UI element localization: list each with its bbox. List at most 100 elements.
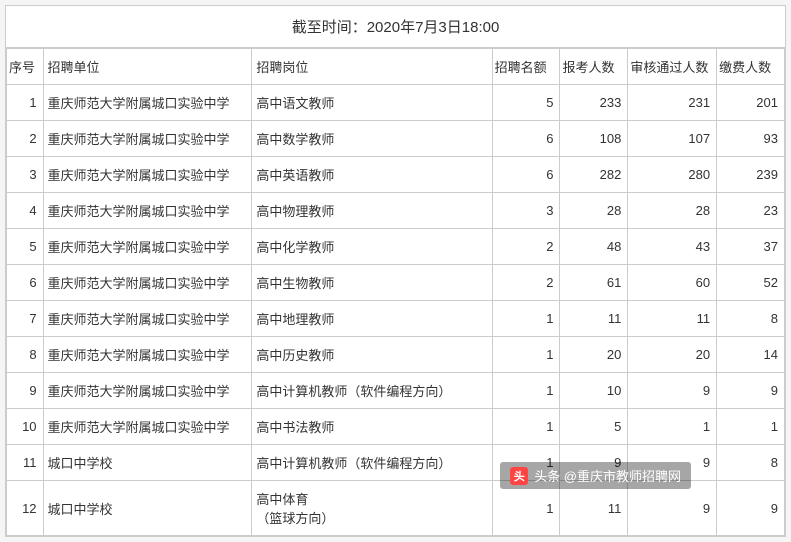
- cell-quota: 1: [492, 301, 560, 337]
- cell-unit: 重庆师范大学附属城口实验中学: [43, 193, 252, 229]
- cell-seq: 10: [7, 409, 44, 445]
- cell-position: 高中历史教师: [252, 337, 492, 373]
- cell-approved: 28: [628, 193, 717, 229]
- cell-unit: 城口中学校: [43, 481, 252, 536]
- cell-paid: 93: [717, 121, 785, 157]
- cell-quota: 1: [492, 373, 560, 409]
- cell-quota: 6: [492, 121, 560, 157]
- header-applicants: 报考人数: [560, 49, 628, 85]
- table-row: 6重庆师范大学附属城口实验中学高中生物教师2616052: [7, 265, 785, 301]
- cell-seq: 12: [7, 481, 44, 536]
- cell-seq: 6: [7, 265, 44, 301]
- table-header-row: 序号 招聘单位 招聘岗位 招聘名额 报考人数 审核通过人数 缴费人数: [7, 49, 785, 85]
- cell-approved: 107: [628, 121, 717, 157]
- cell-applicants: 61: [560, 265, 628, 301]
- cell-quota: 1: [492, 409, 560, 445]
- cell-paid: 52: [717, 265, 785, 301]
- cell-position: 高中书法教师: [252, 409, 492, 445]
- cell-position: 高中数学教师: [252, 121, 492, 157]
- table-row: 8重庆师范大学附属城口实验中学高中历史教师1202014: [7, 337, 785, 373]
- cell-approved: 231: [628, 85, 717, 121]
- table-container: 截至时间：2020年7月3日18:00 序号 招聘单位 招聘岗位 招聘名额 报考…: [5, 5, 786, 537]
- cell-applicants: 10: [560, 373, 628, 409]
- table-row: 1重庆师范大学附属城口实验中学高中语文教师5233231201: [7, 85, 785, 121]
- cell-approved: 280: [628, 157, 717, 193]
- cell-seq: 1: [7, 85, 44, 121]
- cell-paid: 8: [717, 301, 785, 337]
- cell-seq: 4: [7, 193, 44, 229]
- table-row: 4重庆师范大学附属城口实验中学高中物理教师3282823: [7, 193, 785, 229]
- cell-seq: 7: [7, 301, 44, 337]
- cell-seq: 2: [7, 121, 44, 157]
- cell-paid: 9: [717, 481, 785, 536]
- cell-approved: 9: [628, 373, 717, 409]
- cell-applicants: 108: [560, 121, 628, 157]
- cell-approved: 60: [628, 265, 717, 301]
- cell-seq: 8: [7, 337, 44, 373]
- table-row: 5重庆师范大学附属城口实验中学高中化学教师2484337: [7, 229, 785, 265]
- cell-position: 高中化学教师: [252, 229, 492, 265]
- header-paid: 缴费人数: [717, 49, 785, 85]
- header-seq: 序号: [7, 49, 44, 85]
- cell-quota: 2: [492, 229, 560, 265]
- cell-seq: 9: [7, 373, 44, 409]
- cell-position: 高中英语教师: [252, 157, 492, 193]
- cell-paid: 9: [717, 373, 785, 409]
- table-row: 2重庆师范大学附属城口实验中学高中数学教师610810793: [7, 121, 785, 157]
- cell-unit: 重庆师范大学附属城口实验中学: [43, 337, 252, 373]
- cell-seq: 5: [7, 229, 44, 265]
- cell-quota: 5: [492, 85, 560, 121]
- cell-paid: 8: [717, 445, 785, 481]
- cell-position: 高中生物教师: [252, 265, 492, 301]
- header-unit: 招聘单位: [43, 49, 252, 85]
- cell-paid: 201: [717, 85, 785, 121]
- cell-position: 高中计算机教师（软件编程方向）: [252, 445, 492, 481]
- cell-paid: 1: [717, 409, 785, 445]
- table-row: 7重庆师范大学附属城口实验中学高中地理教师111118: [7, 301, 785, 337]
- cell-applicants: 233: [560, 85, 628, 121]
- cell-position: 高中计算机教师（软件编程方向）: [252, 373, 492, 409]
- watermark-text: 头条 @重庆市教师招聘网: [534, 466, 681, 485]
- cell-unit: 重庆师范大学附属城口实验中学: [43, 373, 252, 409]
- cell-quota: 3: [492, 193, 560, 229]
- cell-applicants: 11: [560, 301, 628, 337]
- header-approved: 审核通过人数: [628, 49, 717, 85]
- cell-applicants: 48: [560, 229, 628, 265]
- cell-seq: 11: [7, 445, 44, 481]
- cell-approved: 1: [628, 409, 717, 445]
- watermark-icon: 头: [510, 467, 528, 485]
- cell-approved: 43: [628, 229, 717, 265]
- cell-applicants: 282: [560, 157, 628, 193]
- cell-position: 高中语文教师: [252, 85, 492, 121]
- cell-applicants: 20: [560, 337, 628, 373]
- cell-quota: 2: [492, 265, 560, 301]
- cell-seq: 3: [7, 157, 44, 193]
- cell-unit: 重庆师范大学附属城口实验中学: [43, 121, 252, 157]
- cell-approved: 20: [628, 337, 717, 373]
- cell-unit: 重庆师范大学附属城口实验中学: [43, 265, 252, 301]
- cell-position: 高中体育（篮球方向）: [252, 481, 492, 536]
- cell-unit: 重庆师范大学附属城口实验中学: [43, 157, 252, 193]
- header-position: 招聘岗位: [252, 49, 492, 85]
- cell-unit: 城口中学校: [43, 445, 252, 481]
- cell-unit: 重庆师范大学附属城口实验中学: [43, 409, 252, 445]
- cell-position: 高中物理教师: [252, 193, 492, 229]
- cell-paid: 37: [717, 229, 785, 265]
- cell-paid: 239: [717, 157, 785, 193]
- watermark: 头 头条 @重庆市教师招聘网: [500, 462, 691, 489]
- table-row: 9重庆师范大学附属城口实验中学高中计算机教师（软件编程方向）11099: [7, 373, 785, 409]
- cell-quota: 1: [492, 337, 560, 373]
- cell-quota: 6: [492, 157, 560, 193]
- cell-unit: 重庆师范大学附属城口实验中学: [43, 85, 252, 121]
- cell-position: 高中地理教师: [252, 301, 492, 337]
- cell-unit: 重庆师范大学附属城口实验中学: [43, 229, 252, 265]
- page-title: 截至时间：2020年7月3日18:00: [6, 6, 785, 48]
- cell-paid: 23: [717, 193, 785, 229]
- table-row: 10重庆师范大学附属城口实验中学高中书法教师1511: [7, 409, 785, 445]
- table-row: 3重庆师范大学附属城口实验中学高中英语教师6282280239: [7, 157, 785, 193]
- cell-paid: 14: [717, 337, 785, 373]
- cell-unit: 重庆师范大学附属城口实验中学: [43, 301, 252, 337]
- cell-approved: 11: [628, 301, 717, 337]
- header-quota: 招聘名额: [492, 49, 560, 85]
- cell-applicants: 5: [560, 409, 628, 445]
